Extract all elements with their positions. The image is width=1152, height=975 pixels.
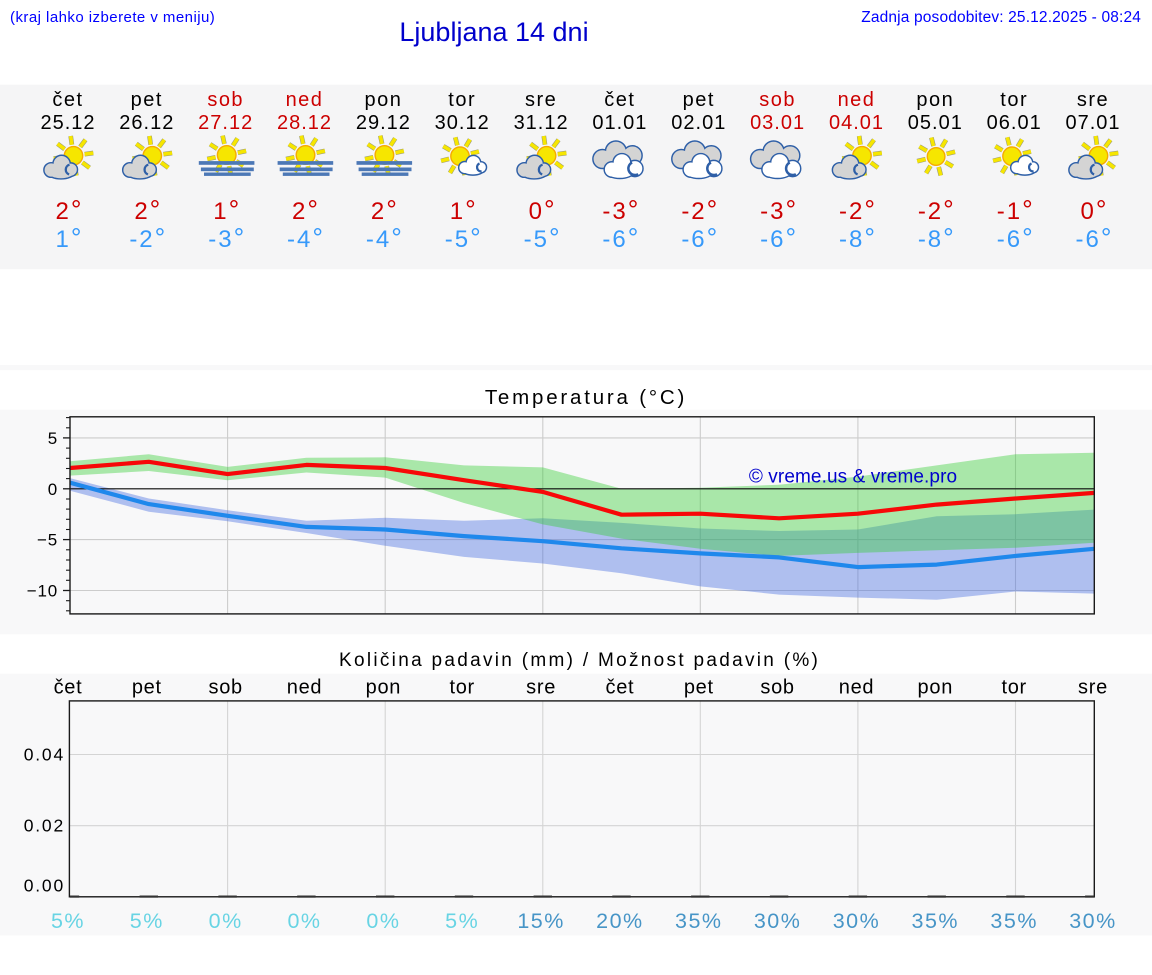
svg-text:-2°: -2° — [839, 195, 877, 225]
svg-text:-2°: -2° — [681, 195, 719, 225]
svg-text:2°: 2° — [371, 195, 399, 225]
svg-text:-3°: -3° — [602, 195, 640, 225]
svg-text:0: 0 — [48, 480, 58, 499]
svg-text:20%: 20% — [596, 909, 644, 933]
svg-text:02.01: 02.01 — [671, 112, 726, 134]
svg-text:tor: tor — [1000, 89, 1028, 111]
svg-text:15%: 15% — [517, 909, 565, 933]
svg-text:sre: sre — [525, 89, 557, 111]
svg-text:0%: 0% — [209, 909, 243, 933]
svg-text:sob: sob — [209, 677, 243, 699]
svg-text:-2°: -2° — [129, 223, 167, 253]
svg-text:29.12: 29.12 — [356, 112, 411, 134]
svg-text:tor: tor — [448, 89, 476, 111]
svg-text:-4°: -4° — [287, 223, 325, 253]
svg-text:sre: sre — [1078, 677, 1108, 699]
svg-text:2°: 2° — [134, 195, 162, 225]
svg-text:pet: pet — [132, 677, 162, 699]
svg-text:35%: 35% — [990, 909, 1038, 933]
svg-text:2°: 2° — [292, 195, 320, 225]
svg-text:-1°: -1° — [997, 195, 1035, 225]
svg-text:35%: 35% — [912, 909, 960, 933]
svg-text:čet: čet — [52, 89, 83, 111]
svg-text:0°: 0° — [529, 195, 557, 225]
svg-text:sre: sre — [526, 677, 556, 699]
svg-text:-6°: -6° — [681, 223, 719, 253]
svg-text:pon: pon — [364, 89, 402, 111]
svg-text:30%: 30% — [1069, 909, 1117, 933]
svg-text:Ljubljana 14 dni: Ljubljana 14 dni — [399, 17, 588, 47]
svg-text:-8°: -8° — [918, 223, 956, 253]
svg-text:30%: 30% — [754, 909, 802, 933]
svg-text:sob: sob — [760, 677, 794, 699]
svg-text:pon: pon — [916, 89, 954, 111]
svg-text:03.01: 03.01 — [750, 112, 805, 134]
svg-text:-5°: -5° — [524, 223, 562, 253]
svg-text:Zadnja posodobitev: 25.12.2025: Zadnja posodobitev: 25.12.2025 - 08:24 — [861, 9, 1141, 26]
svg-text:-2°: -2° — [918, 195, 956, 225]
svg-text:tor: tor — [449, 677, 474, 699]
svg-text:1°: 1° — [56, 223, 84, 253]
svg-text:0%: 0% — [366, 909, 400, 933]
svg-text:−5: −5 — [37, 531, 58, 550]
svg-text:ned: ned — [839, 677, 874, 699]
svg-text:27.12: 27.12 — [198, 112, 253, 134]
svg-text:pon: pon — [918, 677, 953, 699]
svg-text:0.00: 0.00 — [24, 876, 65, 896]
svg-text:0.02: 0.02 — [24, 816, 65, 836]
svg-text:sob: sob — [207, 89, 244, 111]
svg-text:31.12: 31.12 — [514, 112, 569, 134]
svg-text:2°: 2° — [56, 195, 84, 225]
svg-text:5%: 5% — [51, 909, 85, 933]
svg-text:5: 5 — [48, 429, 58, 448]
svg-text:-5°: -5° — [445, 223, 483, 253]
svg-text:čet: čet — [606, 677, 635, 699]
svg-text:Količina padavin (mm) / Možnos: Količina padavin (mm) / Možnost padavin … — [339, 650, 820, 671]
svg-text:čet: čet — [54, 677, 83, 699]
svg-text:-6°: -6° — [602, 223, 640, 253]
svg-text:pet: pet — [683, 89, 715, 111]
svg-text:Temperatura (°C): Temperatura (°C) — [485, 386, 687, 409]
svg-text:© vreme.us & vreme.pro: © vreme.us & vreme.pro — [749, 467, 957, 488]
svg-text:ned: ned — [286, 89, 324, 111]
svg-text:26.12: 26.12 — [119, 112, 174, 134]
svg-text:-3°: -3° — [208, 223, 246, 253]
svg-text:04.01: 04.01 — [829, 112, 884, 134]
svg-text:5%: 5% — [130, 909, 164, 933]
svg-text:07.01: 07.01 — [1065, 112, 1120, 134]
svg-text:0.04: 0.04 — [24, 745, 65, 765]
svg-text:ned: ned — [838, 89, 876, 111]
svg-text:01.01: 01.01 — [592, 112, 647, 134]
svg-text:(kraj lahko izberete v meniju): (kraj lahko izberete v meniju) — [10, 9, 215, 26]
svg-text:0°: 0° — [1081, 195, 1109, 225]
svg-text:-6°: -6° — [1076, 223, 1114, 253]
svg-text:-6°: -6° — [760, 223, 798, 253]
svg-text:1°: 1° — [213, 195, 241, 225]
svg-text:0%: 0% — [287, 909, 321, 933]
svg-text:35%: 35% — [675, 909, 723, 933]
svg-text:-8°: -8° — [839, 223, 877, 253]
svg-text:30%: 30% — [833, 909, 881, 933]
svg-text:pon: pon — [366, 677, 401, 699]
svg-text:pet: pet — [684, 677, 714, 699]
svg-text:sre: sre — [1077, 89, 1109, 111]
svg-text:1°: 1° — [450, 195, 478, 225]
svg-text:25.12: 25.12 — [40, 112, 95, 134]
svg-text:-3°: -3° — [760, 195, 798, 225]
svg-text:28.12: 28.12 — [277, 112, 332, 134]
svg-text:-6°: -6° — [997, 223, 1035, 253]
svg-text:-4°: -4° — [366, 223, 404, 253]
svg-text:30.12: 30.12 — [435, 112, 490, 134]
svg-text:ned: ned — [287, 677, 322, 699]
svg-text:05.01: 05.01 — [908, 112, 963, 134]
svg-text:čet: čet — [604, 89, 635, 111]
svg-text:pet: pet — [131, 89, 163, 111]
svg-text:5%: 5% — [445, 909, 479, 933]
svg-text:tor: tor — [1001, 677, 1026, 699]
svg-text:06.01: 06.01 — [987, 112, 1042, 134]
svg-text:−10: −10 — [27, 582, 58, 601]
svg-text:sob: sob — [759, 89, 796, 111]
